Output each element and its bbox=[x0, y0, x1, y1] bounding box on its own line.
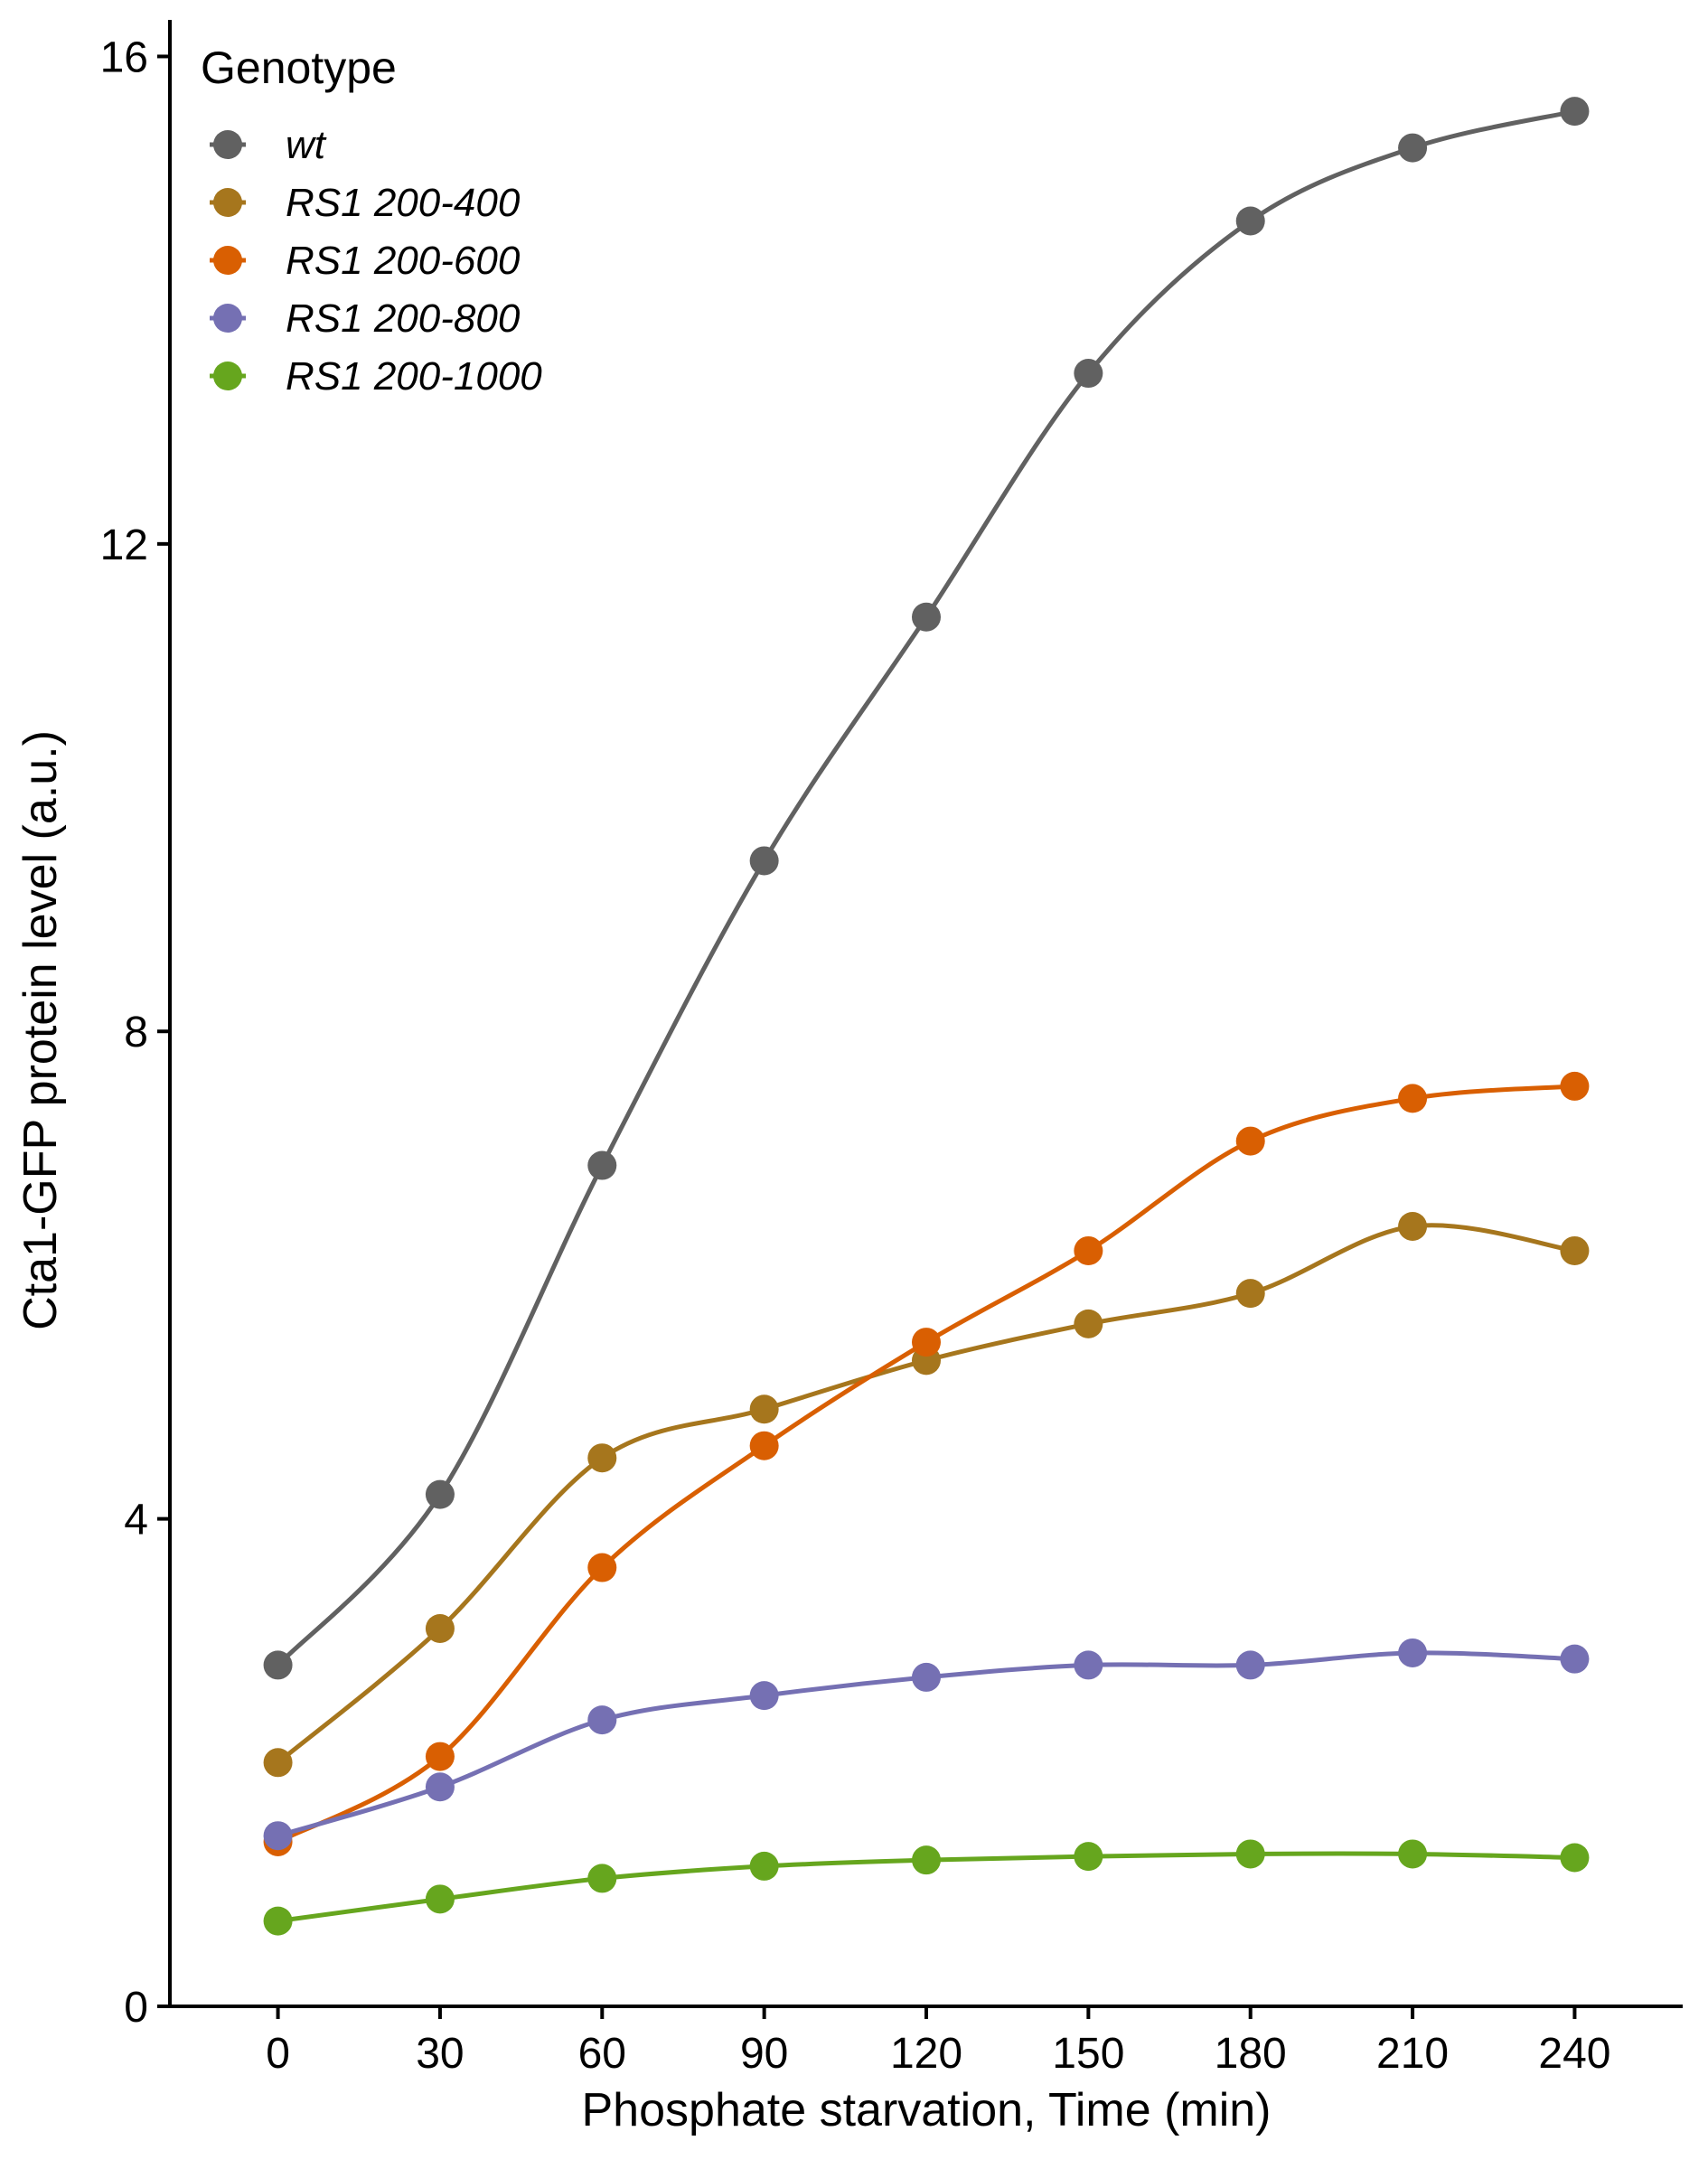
data-point bbox=[749, 1431, 779, 1460]
series-line bbox=[276, 108, 1577, 1667]
x-tick-label: 30 bbox=[416, 2030, 464, 2078]
data-point bbox=[1235, 206, 1265, 236]
legend: Genotype wt RS1 200-400 RS1 200-600 RS1 200… bbox=[201, 42, 542, 399]
legend-title: Genotype bbox=[201, 42, 397, 93]
x-tick-label: 150 bbox=[1052, 2030, 1124, 2078]
data-point bbox=[749, 1851, 779, 1881]
y-tick-label: 8 bbox=[124, 1009, 148, 1056]
x-tick-label: 210 bbox=[1376, 2030, 1449, 2078]
legend-key-point bbox=[213, 188, 242, 217]
y-tick-label: 12 bbox=[100, 521, 148, 569]
series-3 bbox=[263, 1638, 1590, 1851]
series-line bbox=[276, 1084, 1577, 1845]
data-point bbox=[1074, 359, 1103, 389]
data-point bbox=[1074, 1235, 1103, 1265]
series-0 bbox=[263, 97, 1590, 1680]
data-point bbox=[425, 1613, 455, 1643]
data-point bbox=[1074, 1309, 1103, 1338]
legend-item: RS1 200-800 bbox=[210, 296, 521, 341]
data-point bbox=[1398, 1839, 1428, 1869]
series-1 bbox=[263, 1211, 1590, 1778]
data-point bbox=[1074, 1842, 1103, 1872]
data-point bbox=[1074, 1650, 1103, 1680]
data-point bbox=[425, 1742, 455, 1771]
data-point bbox=[425, 1772, 455, 1802]
series-2 bbox=[263, 1071, 1590, 1856]
data-point bbox=[425, 1479, 455, 1509]
series-4 bbox=[263, 1839, 1590, 1936]
x-tick-label: 0 bbox=[266, 2030, 290, 2078]
legend-key-point bbox=[213, 362, 242, 390]
data-point bbox=[1398, 133, 1428, 163]
x-axis-title: Phosphate starvation, Time (min) bbox=[582, 2084, 1272, 2136]
legend-label: RS1 200-600 bbox=[286, 239, 521, 283]
legend-item: RS1 200-1000 bbox=[210, 354, 542, 399]
data-point bbox=[587, 1864, 617, 1893]
data-point bbox=[1235, 1839, 1265, 1869]
legend-label: RS1 200-800 bbox=[286, 296, 521, 341]
data-point bbox=[263, 1748, 293, 1778]
legend-key-point bbox=[213, 304, 242, 333]
data-point bbox=[1560, 1843, 1590, 1873]
data-point bbox=[749, 846, 779, 876]
x-tick-label: 180 bbox=[1215, 2030, 1287, 2078]
data-point bbox=[587, 1150, 617, 1180]
data-point bbox=[425, 1884, 455, 1914]
data-point bbox=[1560, 1235, 1590, 1265]
data-point bbox=[1560, 1644, 1590, 1674]
y-ticks: 0 4 8 12 16 bbox=[100, 33, 170, 2032]
x-tick-label: 60 bbox=[578, 2030, 626, 2078]
y-tick-label: 4 bbox=[124, 1497, 148, 1545]
y-tick-label: 16 bbox=[100, 33, 148, 81]
x-tick-label: 90 bbox=[740, 2030, 788, 2078]
x-tick-label: 240 bbox=[1538, 2030, 1610, 2078]
data-point bbox=[587, 1553, 617, 1582]
data-point bbox=[912, 1328, 941, 1357]
data-point bbox=[749, 1394, 779, 1424]
legend-item: RS1 200-400 bbox=[210, 181, 521, 225]
y-tick-label: 0 bbox=[124, 1984, 148, 2032]
data-point bbox=[749, 1681, 779, 1711]
data-point bbox=[912, 1845, 941, 1875]
data-point bbox=[1235, 1279, 1265, 1309]
x-tick-label: 120 bbox=[890, 2030, 962, 2078]
data-point bbox=[587, 1443, 617, 1473]
data-point bbox=[912, 1662, 941, 1692]
legend-label: RS1 200-1000 bbox=[286, 354, 542, 399]
data-point bbox=[1398, 1211, 1428, 1241]
data-point bbox=[263, 1821, 293, 1851]
data-point bbox=[263, 1650, 293, 1680]
data-point bbox=[1560, 1071, 1590, 1101]
data-point bbox=[1398, 1638, 1428, 1667]
legend-item: RS1 200-600 bbox=[210, 239, 521, 283]
legend-key-point bbox=[213, 246, 242, 275]
legend-item: wt bbox=[210, 123, 327, 167]
y-axis-title: Cta1-GFP protein level (a.u.) bbox=[14, 730, 67, 1330]
legend-label: RS1 200-400 bbox=[286, 181, 521, 225]
x-ticks: 0 30 60 90 120 150 180 210 240 bbox=[266, 2006, 1610, 2078]
data-point bbox=[1235, 1126, 1265, 1156]
data-point bbox=[587, 1705, 617, 1735]
legend-label: wt bbox=[286, 123, 327, 167]
data-point bbox=[1398, 1084, 1428, 1113]
data-point bbox=[912, 602, 941, 632]
plot-area bbox=[263, 97, 1590, 1936]
data-point bbox=[1235, 1650, 1265, 1680]
data-point bbox=[1560, 97, 1590, 127]
data-point bbox=[263, 1906, 293, 1936]
legend-key-point bbox=[213, 130, 242, 159]
